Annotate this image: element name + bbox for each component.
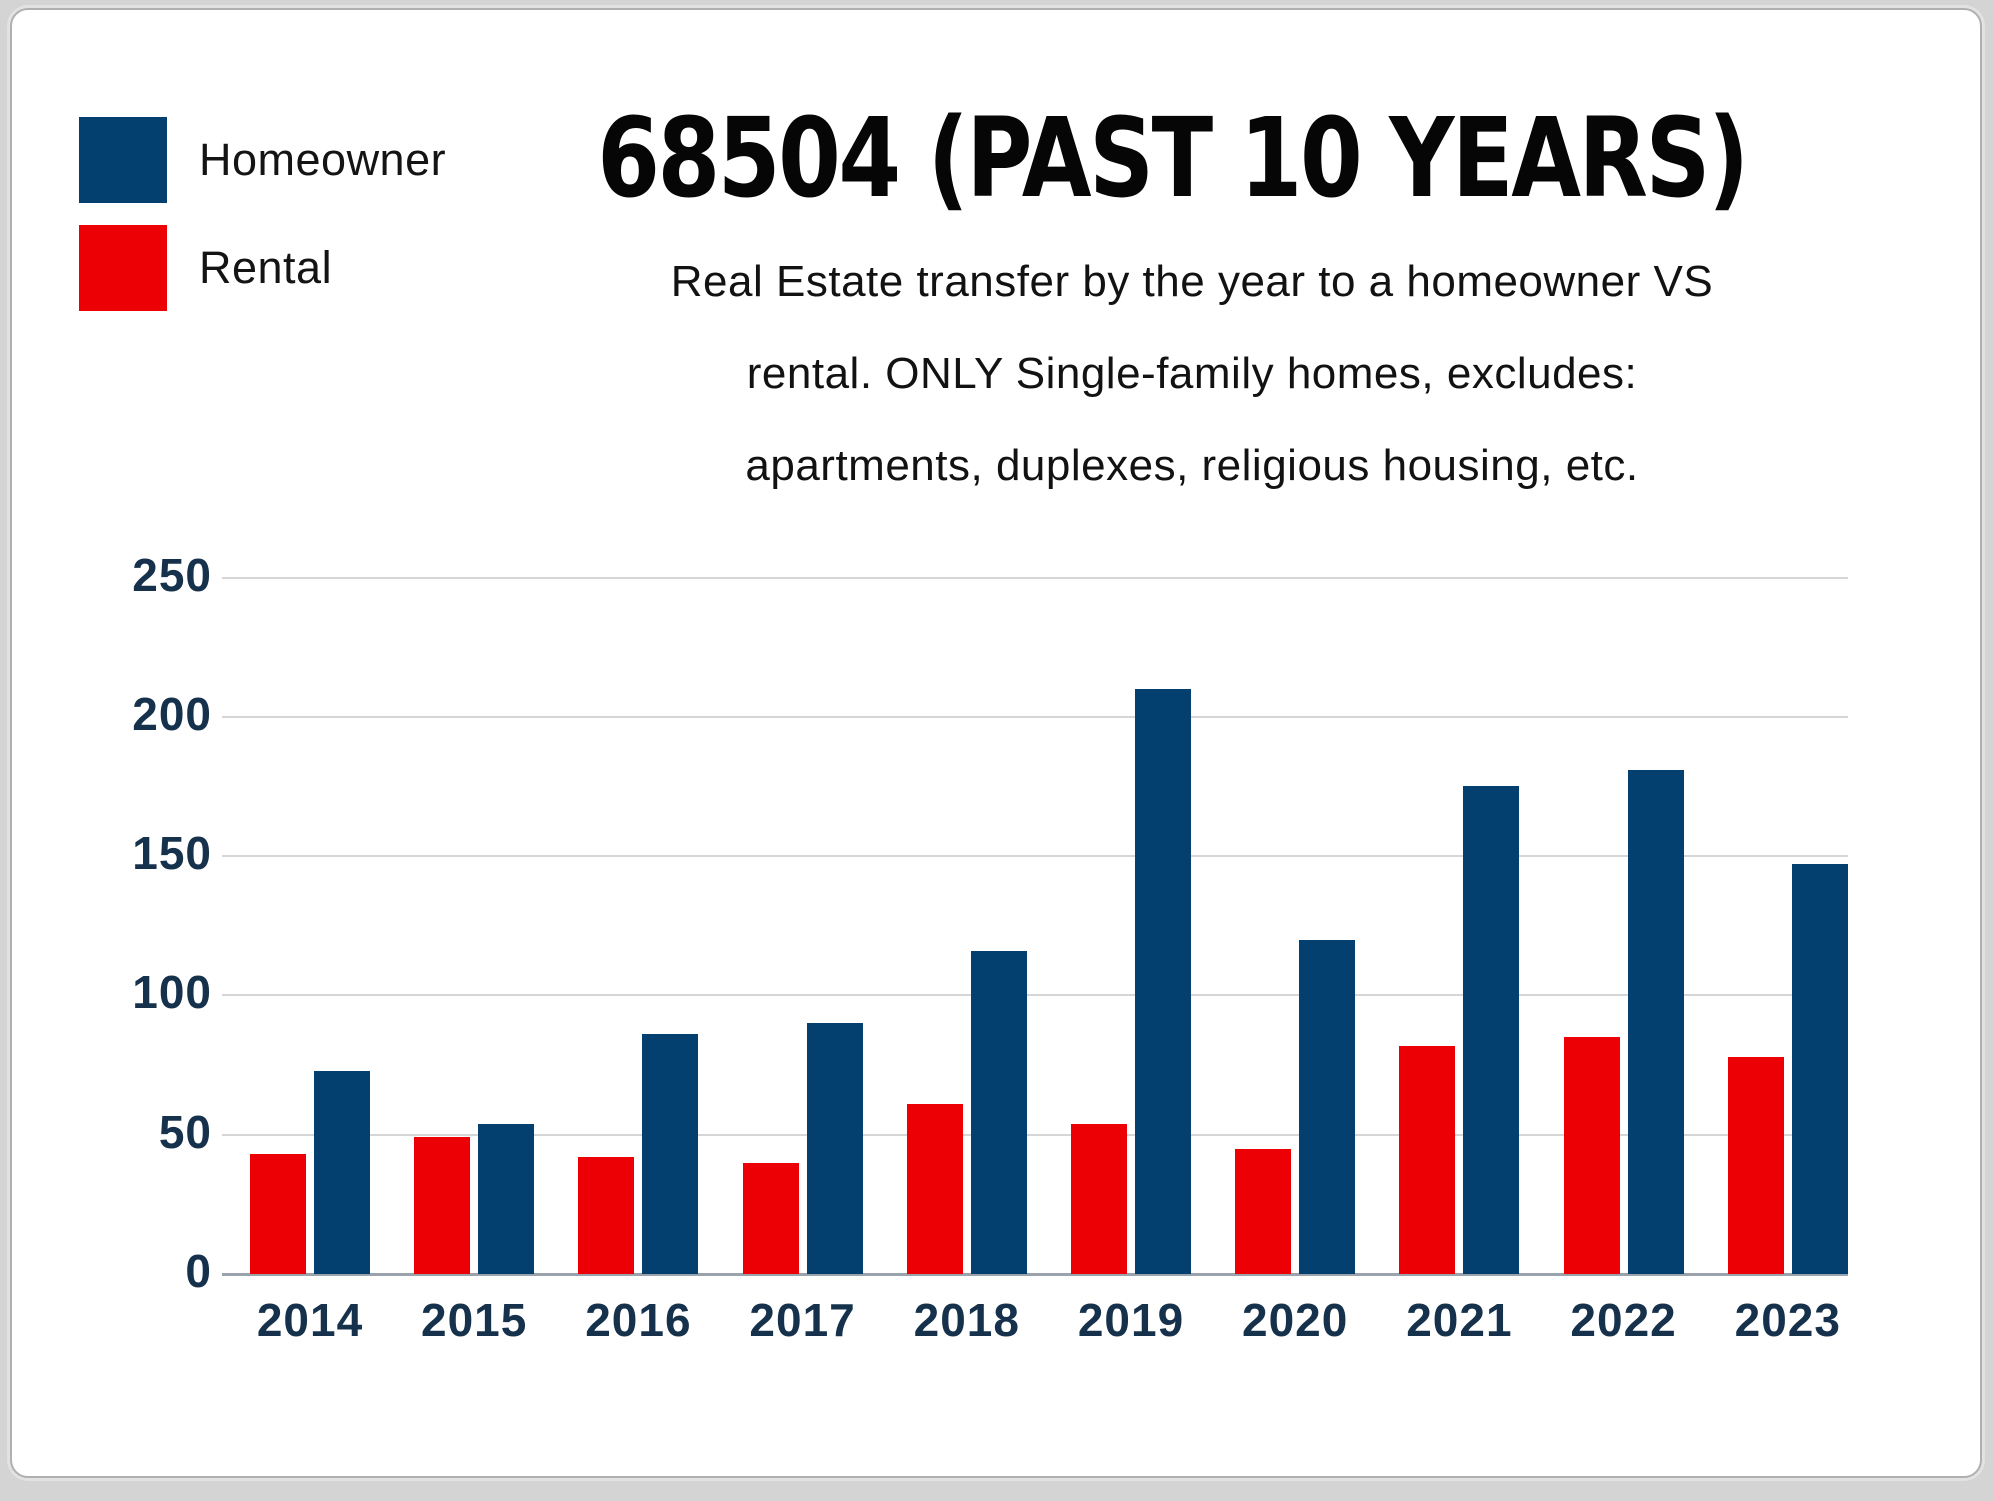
rental-swatch-icon [79,225,167,311]
bar-homeowner-2018 [970,950,1027,1274]
y-axis-tick-150: 150 [132,827,212,880]
bar-homeowner-2015 [478,1123,535,1274]
legend-item-rental: Rental [79,225,332,311]
x-axis-label-2014: 2014 [256,1294,364,1346]
bar-rental-2021 [1399,1045,1456,1274]
bar-homeowner-2014 [314,1070,370,1274]
y-axis-tick-200: 200 [132,687,212,740]
gridline-200 [222,715,1848,718]
bar-rental-2020 [1235,1148,1292,1274]
bar-rental-2017 [742,1162,799,1274]
legend-label-homeowner: Homeowner [199,134,447,185]
bar-homeowner-2016 [642,1034,699,1274]
bar-homeowner-2020 [1299,939,1356,1274]
y-axis-tick-0: 0 [185,1245,212,1297]
bar-homeowner-2023 [1791,864,1848,1274]
bar-homeowner-2017 [806,1023,863,1274]
bar-chart-plot-area: 0 50 100 150 200 250 2014 2015 2016 2017 2018 2019 2… [12,10,1994,1501]
legend-label-rental: Rental [199,242,333,293]
x-axis-label-2022: 2022 [1570,1294,1677,1346]
slide-card: Homeowner Rental 68504 (PAST 10 YEARS) R… [10,8,1982,1478]
bar-rental-2022 [1563,1037,1620,1274]
bar-rental-2023 [1727,1056,1784,1274]
x-axis-label-2023: 2023 [1734,1294,1841,1346]
x-axis-label-2019: 2019 [1077,1294,1185,1346]
bar-rental-2014 [250,1154,306,1274]
subtitle-line-1: Real Estate transfer by the year to a ho… [670,257,1714,306]
homeowner-swatch-icon [79,117,167,203]
y-axis-tick-50: 50 [158,1105,212,1158]
bar-rental-2019 [1071,1123,1127,1274]
bar-homeowner-2022 [1627,769,1684,1274]
legend-item-homeowner: Homeowner [79,117,446,203]
gridline-150 [222,855,1848,858]
x-axis-label-2016: 2016 [585,1294,692,1346]
subtitle-line-2: rental. ONLY Single-family homes, exclud… [746,349,1638,398]
chart-title: 68504 (PAST 10 YEARS) [597,94,1749,222]
gridline-50 [222,1133,1848,1136]
subtitle-line-3: apartments, duplexes, religious housing,… [745,441,1639,490]
y-axis-tick-250: 250 [132,548,212,601]
gridline-0 [222,1273,1848,1276]
bar-rental-2016 [578,1156,635,1274]
x-axis-label-2017: 2017 [749,1294,856,1346]
chart-subtitle: Real Estate transfer by the year to a ho… [392,236,1992,512]
bar-homeowner-2019 [1135,688,1191,1274]
x-axis-label-2018: 2018 [913,1294,1020,1346]
gridline-250 [222,576,1848,579]
x-axis-label-2020: 2020 [1242,1294,1349,1346]
y-axis-tick-100: 100 [132,966,212,1019]
bar-homeowner-2021 [1463,786,1520,1274]
bar-rental-2018 [906,1104,963,1274]
x-axis-label-2015: 2015 [421,1294,528,1346]
bar-rental-2015 [414,1137,471,1274]
x-axis-label-2021: 2021 [1406,1294,1513,1346]
gridline-100 [222,994,1848,997]
